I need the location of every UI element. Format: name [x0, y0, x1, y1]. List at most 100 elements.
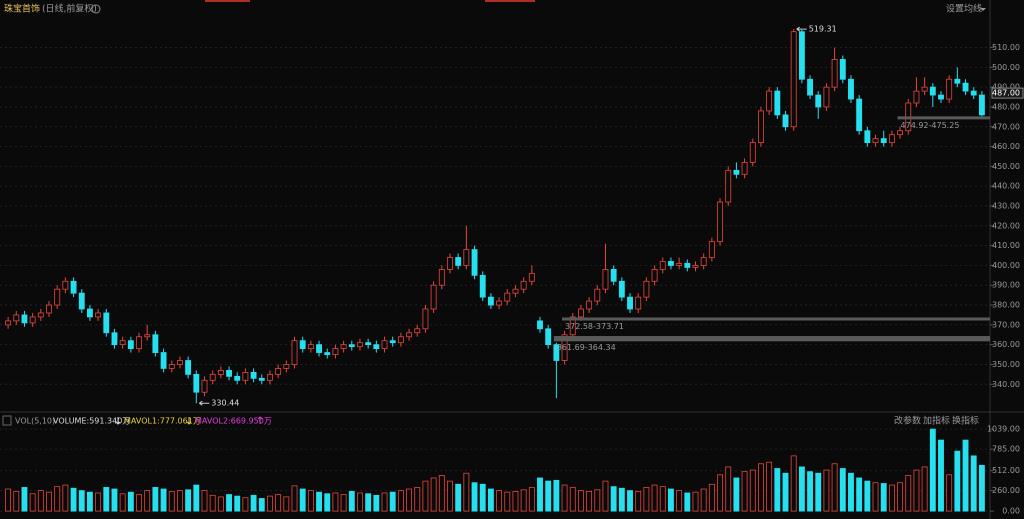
candle-body — [414, 328, 421, 334]
candle-body — [561, 334, 568, 361]
y-tick-label: 400.00 — [992, 261, 1020, 270]
volume-bar — [160, 488, 167, 512]
candle-body — [250, 371, 257, 379]
volume-bar — [733, 477, 740, 512]
gap-label: 372.58-373.71 — [565, 322, 624, 331]
candle-body — [242, 371, 249, 381]
volume-bar — [978, 464, 985, 512]
volume-bar — [586, 490, 593, 512]
candle-body — [594, 288, 601, 302]
volume-bar — [864, 480, 871, 512]
y-tick-label: 490.00 — [992, 83, 1020, 92]
indicator-button[interactable]: 加指标 — [923, 415, 950, 427]
settings-button[interactable]: 设置均线 — [946, 3, 982, 15]
volume-bar — [414, 487, 421, 512]
candle-body — [586, 300, 593, 310]
volume-bar — [78, 490, 85, 512]
candle-body — [201, 379, 208, 393]
candle-body — [111, 332, 118, 346]
volume-bar — [618, 487, 625, 512]
candle-body — [537, 320, 543, 330]
candle-body — [872, 138, 879, 144]
volume-bar — [528, 487, 535, 512]
volume-bar — [610, 486, 617, 512]
candle-body — [553, 344, 560, 361]
volume-bar — [512, 490, 519, 512]
volume-bar — [880, 483, 887, 512]
volume-bar — [471, 482, 478, 512]
candle-body — [70, 280, 77, 294]
candle-body — [62, 280, 69, 290]
up-arrow — [257, 416, 263, 424]
y-tick-label: 260.00 — [992, 486, 1020, 495]
candle-body — [635, 296, 642, 310]
volume-bar — [700, 488, 707, 512]
volume-bar — [397, 490, 404, 512]
candle-body — [127, 340, 134, 350]
candle-body — [504, 292, 511, 302]
volume-bar — [168, 490, 175, 512]
candle-body — [136, 336, 142, 350]
candle-body — [888, 134, 895, 144]
volume-bar — [627, 490, 633, 512]
candle-body — [627, 296, 633, 310]
candle-body — [332, 348, 339, 355]
volume-bar — [217, 496, 224, 512]
help-box[interactable] — [2, 415, 12, 426]
volume-bar — [340, 494, 347, 512]
mavol1-value: MAVOL1:777.061万 — [124, 417, 201, 426]
tab-marker — [485, 0, 535, 2]
volume-bar — [897, 482, 904, 512]
volume-bar — [111, 488, 118, 512]
y-tick-label: 785.00 — [992, 445, 1020, 454]
volume-bar — [455, 483, 462, 512]
candle-body — [381, 340, 388, 350]
volume-bar — [37, 490, 44, 512]
volume-bar — [119, 493, 126, 512]
volume-bar — [815, 472, 822, 512]
volume-bar — [504, 491, 511, 512]
candle-body — [913, 90, 920, 104]
candle-body — [782, 114, 789, 128]
y-tick-label: 410.00 — [992, 241, 1020, 250]
candle-body — [741, 162, 748, 175]
candle-body — [275, 368, 282, 375]
candle-body — [643, 280, 650, 298]
dropdown-icon[interactable] — [980, 8, 986, 11]
volume-bar — [365, 493, 372, 512]
volume-bar — [782, 472, 789, 512]
chart-title: 珠宝首饰 — [4, 3, 40, 15]
candle-body — [528, 272, 535, 282]
volume-bar — [201, 490, 208, 512]
y-tick-label: 512.00 — [992, 466, 1020, 475]
candle-body — [29, 316, 36, 324]
indicator-button[interactable]: 换指标 — [952, 415, 979, 427]
y-tick-label: 440.00 — [992, 182, 1020, 191]
candle-body — [307, 344, 314, 350]
gap-zone — [562, 317, 990, 321]
candle-body — [144, 334, 151, 338]
volume-bar — [13, 490, 20, 512]
candle-body — [823, 86, 830, 108]
candle-body — [700, 257, 707, 266]
volume-bar — [839, 468, 846, 512]
volume-bar — [291, 485, 298, 512]
candle-body — [291, 340, 298, 365]
y-tick-label: 370.00 — [992, 320, 1020, 329]
volume-bar — [5, 488, 12, 512]
extreme-arrow — [796, 26, 807, 32]
candle-body — [545, 328, 552, 346]
candle-body — [831, 59, 838, 88]
indicator-button[interactable]: 改参数 — [894, 415, 921, 427]
volume-bar — [635, 490, 642, 512]
candle-body — [422, 308, 429, 330]
candle-body — [152, 334, 159, 353]
volume-bar — [86, 491, 93, 512]
candle-body — [95, 312, 102, 318]
settings-icon[interactable] — [91, 4, 101, 14]
volume-bar — [193, 484, 200, 512]
candle-body — [725, 169, 732, 203]
y-tick-label: 500.00 — [992, 63, 1020, 72]
volume-bar — [708, 483, 715, 512]
